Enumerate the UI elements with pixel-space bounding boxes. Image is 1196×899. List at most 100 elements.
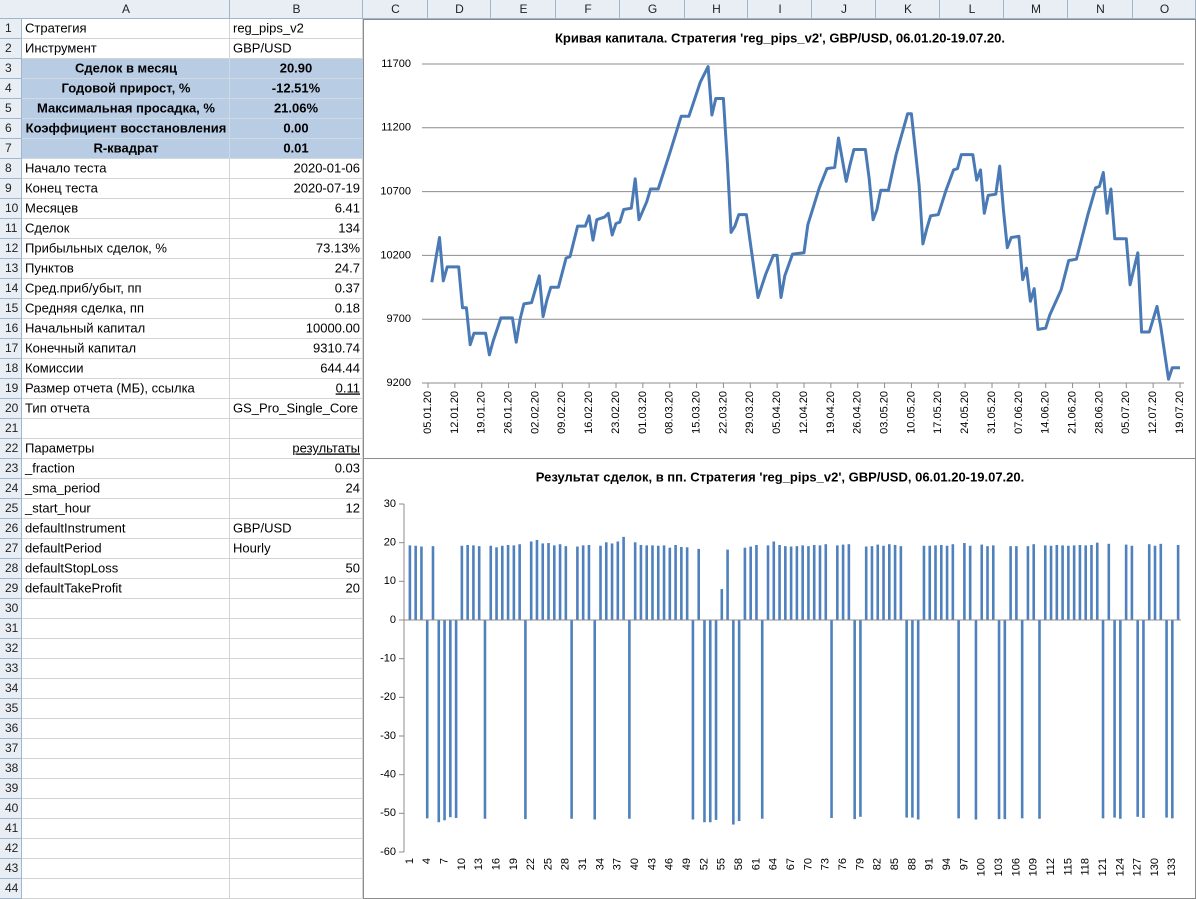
bar [807, 546, 810, 620]
column-header: B [292, 2, 300, 16]
row-number: 35 [5, 701, 19, 715]
x-tick-label: 133 [1166, 858, 1178, 876]
x-tick-label: 97 [958, 858, 970, 870]
bar [703, 620, 706, 823]
cell: Конец теста [25, 180, 99, 195]
bar [628, 620, 631, 819]
x-tick-label: 121 [1097, 858, 1109, 876]
chart-title: Результат сделок, в пп. Стратегия 'reg_p… [536, 469, 1024, 484]
bar [859, 620, 862, 817]
x-tick-label: 91 [924, 858, 936, 870]
row-number: 12 [5, 241, 19, 255]
bar [818, 545, 822, 620]
bar [622, 536, 625, 620]
y-tick-label: -50 [380, 807, 396, 819]
bar [1171, 620, 1174, 819]
x-tick-label: 16.02.20 [583, 391, 595, 434]
bar [991, 545, 995, 620]
link-cell[interactable]: 0.11 [336, 380, 360, 395]
row-number: 8 [5, 161, 12, 175]
chart-frame [363, 19, 1196, 459]
cell: 24 [346, 480, 360, 495]
bar [1101, 620, 1105, 819]
row-number: 5 [5, 101, 12, 115]
bar [529, 541, 533, 620]
y-tick-label: 0 [390, 614, 396, 626]
column-header: O [1160, 2, 1169, 16]
bar [1124, 544, 1128, 620]
column-header: J [841, 2, 847, 16]
bar [755, 544, 758, 620]
x-tick-label: 21.06.20 [1066, 391, 1078, 434]
bar [1113, 620, 1116, 818]
cell: 2020-01-06 [294, 160, 361, 175]
x-tick-label: 26.01.20 [502, 391, 514, 434]
x-tick-label: 67 [785, 858, 797, 870]
bar [1061, 545, 1064, 620]
bar [633, 542, 637, 620]
cell: 644.44 [320, 360, 360, 375]
x-tick-label: 10.05.20 [905, 391, 917, 434]
row-number: 39 [5, 781, 19, 795]
y-tick-label: 9700 [387, 313, 411, 325]
cell: Комиссии [25, 360, 84, 375]
row-number: 25 [5, 501, 19, 515]
bar [414, 545, 417, 620]
bar [1107, 543, 1111, 620]
cell: _sma_period [24, 480, 100, 495]
x-tick-label: 25 [542, 858, 554, 870]
x-tick-label: 17.05.20 [932, 391, 944, 434]
row-number: 6 [5, 121, 12, 135]
cell: Сделок в месяц [75, 60, 177, 75]
bar [593, 620, 597, 820]
cell: Размер отчета (МБ), ссылка [25, 380, 196, 395]
x-tick-label: 118 [1080, 858, 1092, 876]
x-tick-label: 49 [681, 858, 693, 870]
cell: Инструмент [25, 40, 97, 55]
bar [495, 547, 498, 620]
x-tick-label: 127 [1132, 858, 1144, 876]
cell: Конечный капитал [25, 340, 136, 355]
x-tick-label: 24.05.20 [959, 391, 971, 434]
row-number: 36 [5, 721, 19, 735]
bar [691, 620, 695, 820]
bar [552, 545, 556, 620]
column-header: L [969, 2, 976, 16]
y-tick-label: -10 [380, 653, 396, 665]
bar [905, 620, 908, 818]
bar [501, 545, 504, 620]
bar [1043, 545, 1047, 620]
highlight-cell [22, 139, 363, 159]
x-tick-label: 03.05.20 [878, 391, 890, 434]
x-tick-label: 70 [802, 858, 814, 870]
link-cell[interactable]: результаты [292, 440, 360, 455]
bar [1055, 544, 1059, 620]
x-tick-label: 05.04.20 [771, 391, 783, 434]
bar [610, 543, 614, 620]
bar [1009, 546, 1012, 620]
bar [449, 620, 452, 818]
chart-frame [363, 458, 1196, 899]
x-tick-label: 26.04.20 [852, 391, 864, 434]
x-tick-label: 12.01.20 [449, 391, 461, 434]
x-tick-label: 19.01.20 [476, 391, 488, 434]
cell: 0.03 [335, 460, 360, 475]
bar [951, 544, 955, 620]
x-tick-label: 64 [768, 858, 780, 870]
row-number: 9 [5, 181, 12, 195]
row-number: 30 [5, 601, 19, 615]
bar [864, 546, 868, 620]
bar [581, 545, 585, 620]
row-number: 44 [5, 881, 19, 895]
row-number: 11 [5, 221, 18, 235]
x-tick-label: 37 [612, 858, 624, 870]
bar [1159, 543, 1163, 620]
column-header: E [519, 2, 527, 16]
bar [685, 547, 689, 620]
x-tick-label: 08.03.20 [664, 391, 676, 434]
cell: Максимальная просадка, % [37, 100, 215, 115]
bar [674, 544, 677, 620]
cell: Hourly [233, 540, 271, 555]
bar [518, 544, 521, 620]
column-header: C [391, 2, 400, 16]
